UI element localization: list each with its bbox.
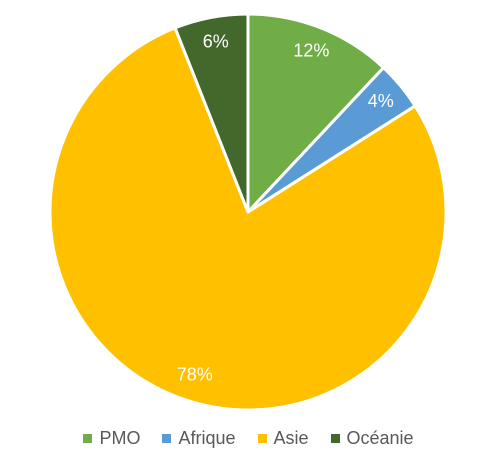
legend-label: Océanie <box>346 428 414 448</box>
pie-slice <box>48 26 448 412</box>
legend-item: Océanie <box>330 428 414 449</box>
data-label: 12% <box>293 41 329 61</box>
legend-item: Afrique <box>162 428 236 449</box>
legend-swatch <box>257 434 267 443</box>
pie-slice <box>246 12 386 214</box>
pie-slice <box>173 12 250 214</box>
data-label: 6% <box>203 32 229 52</box>
legend-label: PMO <box>99 428 141 448</box>
legend-label: Asie <box>273 428 309 448</box>
legend-item: PMO <box>83 428 140 449</box>
legend-item: Asie <box>257 428 309 449</box>
legend-label: Afrique <box>178 428 236 448</box>
legend: PMO Afrique Asie Océanie <box>0 428 497 449</box>
data-label: 4% <box>368 91 394 111</box>
legend-swatch <box>330 434 340 443</box>
legend-swatch <box>83 434 93 443</box>
pie-area: 12% 4% 78% 6% <box>48 12 448 412</box>
data-label: 78% <box>177 365 213 385</box>
legend-swatch <box>162 434 172 443</box>
